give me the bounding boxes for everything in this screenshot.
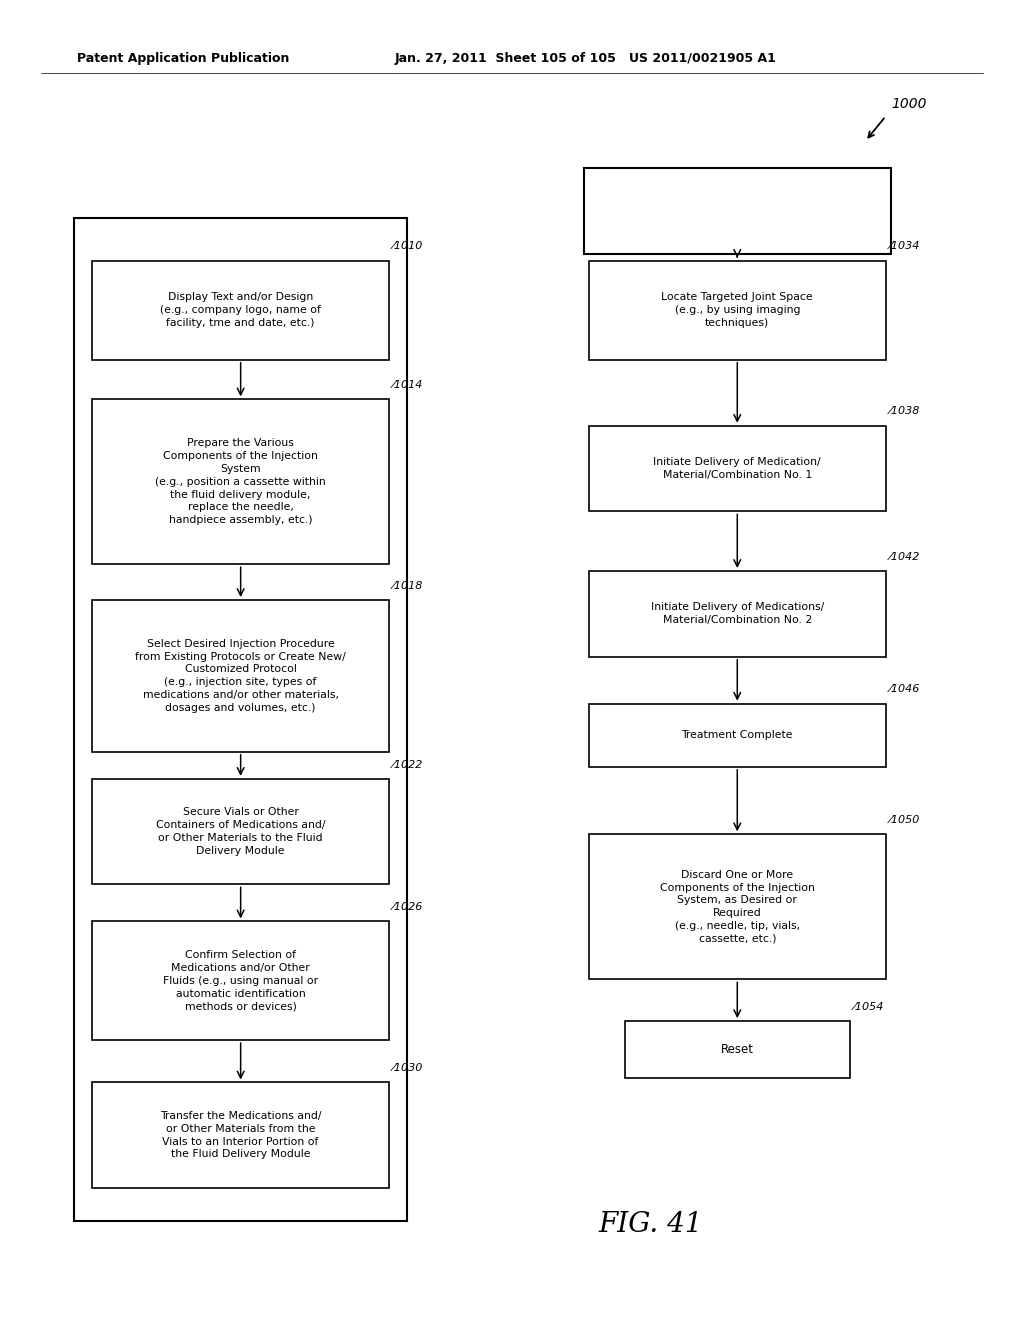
Text: ⁄1038: ⁄1038	[890, 407, 921, 417]
Text: Treatment Complete: Treatment Complete	[682, 730, 793, 741]
Bar	[589, 570, 886, 656]
Text: ⁄1010: ⁄1010	[393, 242, 424, 251]
Bar	[74, 218, 407, 1221]
Text: FIG. 41: FIG. 41	[598, 1212, 702, 1238]
Bar	[92, 1082, 389, 1188]
Text: ⁄1042: ⁄1042	[890, 552, 921, 562]
Bar	[92, 599, 389, 752]
Text: Confirm Selection of
Medications and/or Other
Fluids (e.g., using manual or
auto: Confirm Selection of Medications and/or …	[163, 950, 318, 1011]
Text: ⁄1034: ⁄1034	[890, 242, 921, 251]
Text: Patent Application Publication: Patent Application Publication	[77, 51, 289, 65]
Text: Initiate Delivery of Medications/
Material/Combination No. 2: Initiate Delivery of Medications/ Materi…	[650, 602, 824, 626]
Text: ⁄1022: ⁄1022	[393, 759, 424, 770]
Bar	[92, 779, 389, 884]
Text: Locate Targeted Joint Space
(e.g., by using imaging
techniques): Locate Targeted Joint Space (e.g., by us…	[662, 293, 813, 327]
Text: ⁄1050: ⁄1050	[890, 814, 921, 825]
Text: 1000: 1000	[891, 96, 927, 111]
Text: ⁄1026: ⁄1026	[393, 902, 424, 912]
Bar	[589, 834, 886, 979]
Text: ⁄1054: ⁄1054	[854, 1002, 885, 1011]
Bar	[589, 261, 886, 359]
Bar	[92, 261, 389, 359]
Text: Prepare the Various
Components of the Injection
System
(e.g., position a cassett: Prepare the Various Components of the In…	[156, 438, 326, 525]
Text: Transfer the Medications and/
or Other Materials from the
Vials to an Interior P: Transfer the Medications and/ or Other M…	[160, 1111, 322, 1159]
Text: Initiate Delivery of Medication/
Material/Combination No. 1: Initiate Delivery of Medication/ Materia…	[653, 457, 821, 480]
Bar	[589, 425, 886, 511]
Text: Discard One or More
Components of the Injection
System, as Desired or
Required
(: Discard One or More Components of the In…	[659, 870, 815, 944]
Text: ⁄1030: ⁄1030	[393, 1063, 424, 1073]
Text: Secure Vials or Other
Containers of Medications and/
or Other Materials to the F: Secure Vials or Other Containers of Medi…	[156, 808, 326, 855]
Bar	[92, 921, 389, 1040]
Text: Select Desired Injection Procedure
from Existing Protocols or Create New/
Custom: Select Desired Injection Procedure from …	[135, 639, 346, 713]
Bar	[589, 704, 886, 767]
Bar	[92, 399, 389, 565]
Text: Reset: Reset	[721, 1043, 754, 1056]
Text: ⁄1014: ⁄1014	[393, 380, 424, 391]
Text: Jan. 27, 2011  Sheet 105 of 105   US 2011/0021905 A1: Jan. 27, 2011 Sheet 105 of 105 US 2011/0…	[394, 51, 776, 65]
Bar	[584, 168, 891, 253]
Bar	[625, 1022, 850, 1077]
Text: ⁄1046: ⁄1046	[890, 684, 921, 694]
Text: ⁄1018: ⁄1018	[393, 581, 424, 591]
Text: Display Text and/or Design
(e.g., company logo, name of
facility, tme and date, : Display Text and/or Design (e.g., compan…	[160, 293, 322, 327]
